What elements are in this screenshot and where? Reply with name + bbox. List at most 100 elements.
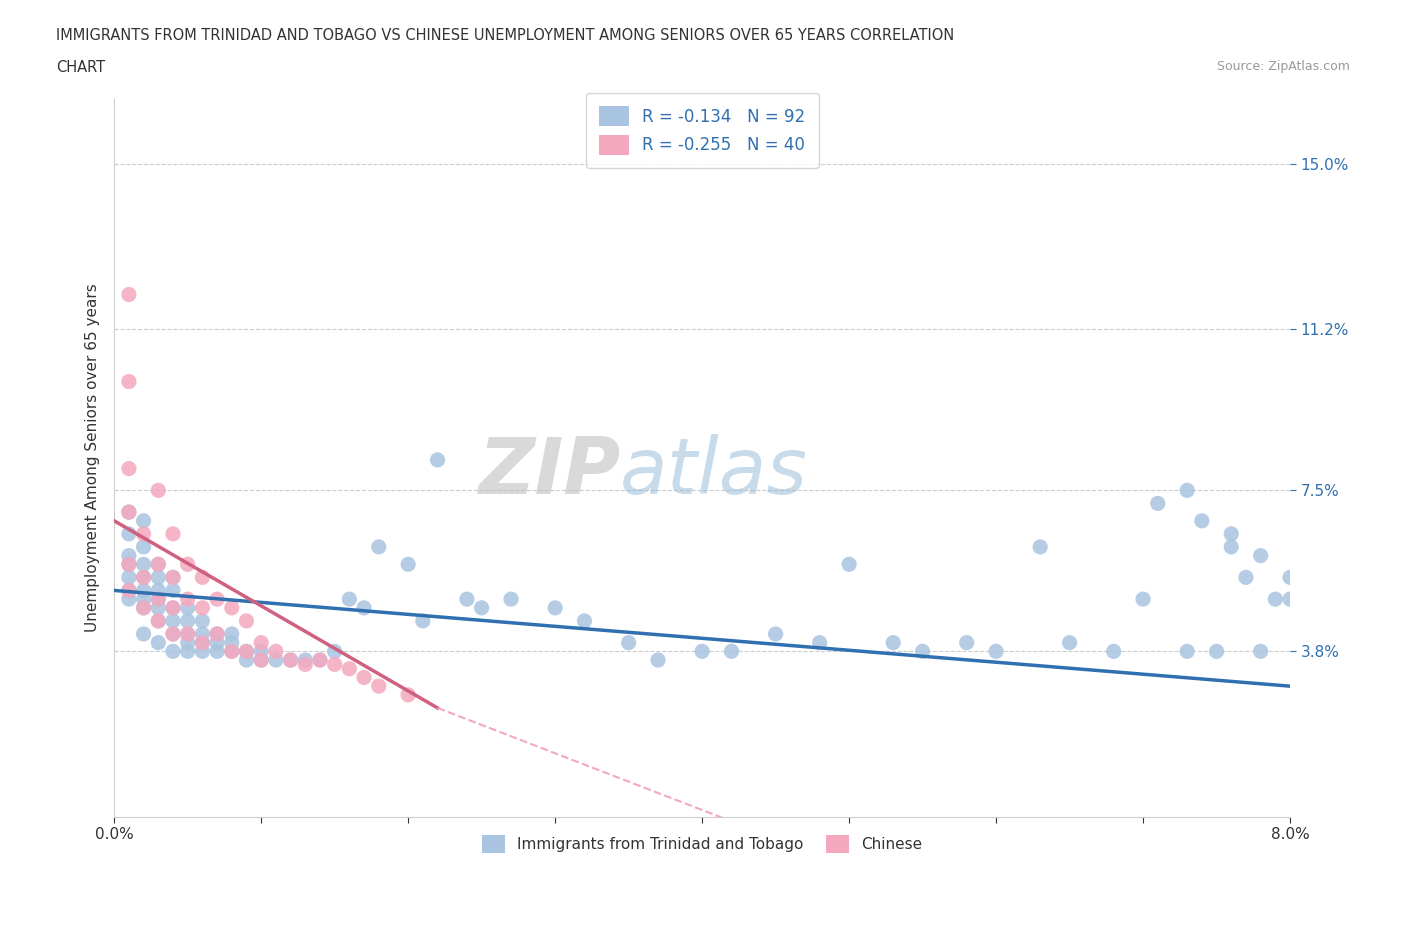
Point [162,570,184,585]
Point [1294,635,1316,650]
Text: CHART: CHART [56,60,105,75]
Point [118,461,141,476]
Point [280,653,302,668]
Point [1220,539,1243,554]
Point [118,583,141,598]
Point [162,526,184,541]
Point [1132,591,1154,606]
Point [765,627,787,642]
Point [176,601,198,616]
Point [205,627,228,642]
Point [956,635,979,650]
Point [690,644,713,658]
Point [984,644,1007,658]
Point [235,644,257,658]
Point [221,601,243,616]
Point [426,452,449,467]
Point [191,614,214,629]
Point [132,570,155,585]
Point [1191,513,1213,528]
Point [132,601,155,616]
Text: atlas: atlas [620,434,807,510]
Point [191,644,214,658]
Point [1175,644,1198,658]
Point [118,570,141,585]
Point [264,644,287,658]
Y-axis label: Unemployment Among Seniors over 65 years: Unemployment Among Seniors over 65 years [86,284,100,632]
Point [235,644,257,658]
Point [148,591,170,606]
Point [396,687,419,702]
Point [1175,483,1198,498]
Point [162,601,184,616]
Point [250,653,273,668]
Point [191,570,214,585]
Point [1029,539,1052,554]
Point [118,374,141,389]
Point [176,614,198,629]
Point [544,601,567,616]
Point [118,548,141,563]
Point [132,601,155,616]
Point [337,591,360,606]
Text: Source: ZipAtlas.com: Source: ZipAtlas.com [1216,60,1350,73]
Point [1264,591,1286,606]
Point [808,635,831,650]
Point [205,644,228,658]
Point [162,614,184,629]
Point [294,653,316,668]
Point [162,601,184,616]
Point [1250,644,1272,658]
Point [337,661,360,676]
Point [132,591,155,606]
Point [162,583,184,598]
Point [148,635,170,650]
Point [396,557,419,572]
Point [132,627,155,642]
Point [221,635,243,650]
Point [176,627,198,642]
Point [148,570,170,585]
Point [118,505,141,520]
Point [309,653,332,668]
Point [148,601,170,616]
Point [294,657,316,671]
Point [132,557,155,572]
Point [148,583,170,598]
Point [118,505,141,520]
Point [176,591,198,606]
Point [250,653,273,668]
Point [205,591,228,606]
Point [132,513,155,528]
Point [456,591,478,606]
Point [118,557,141,572]
Point [148,614,170,629]
Point [367,679,389,694]
Point [148,557,170,572]
Point [132,583,155,598]
Point [353,601,375,616]
Point [176,557,198,572]
Legend: Immigrants from Trinidad and Tobago, Chinese: Immigrants from Trinidad and Tobago, Chi… [475,829,928,859]
Point [1279,570,1302,585]
Point [367,539,389,554]
Point [353,670,375,684]
Point [176,627,198,642]
Point [191,635,214,650]
Point [838,557,860,572]
Point [118,287,141,302]
Point [148,557,170,572]
Point [1279,591,1302,606]
Point [309,653,332,668]
Point [574,614,596,629]
Point [118,583,141,598]
Point [1234,570,1257,585]
Point [162,644,184,658]
Point [911,644,934,658]
Point [148,614,170,629]
Point [132,539,155,554]
Point [323,657,346,671]
Point [132,526,155,541]
Point [148,483,170,498]
Point [720,644,742,658]
